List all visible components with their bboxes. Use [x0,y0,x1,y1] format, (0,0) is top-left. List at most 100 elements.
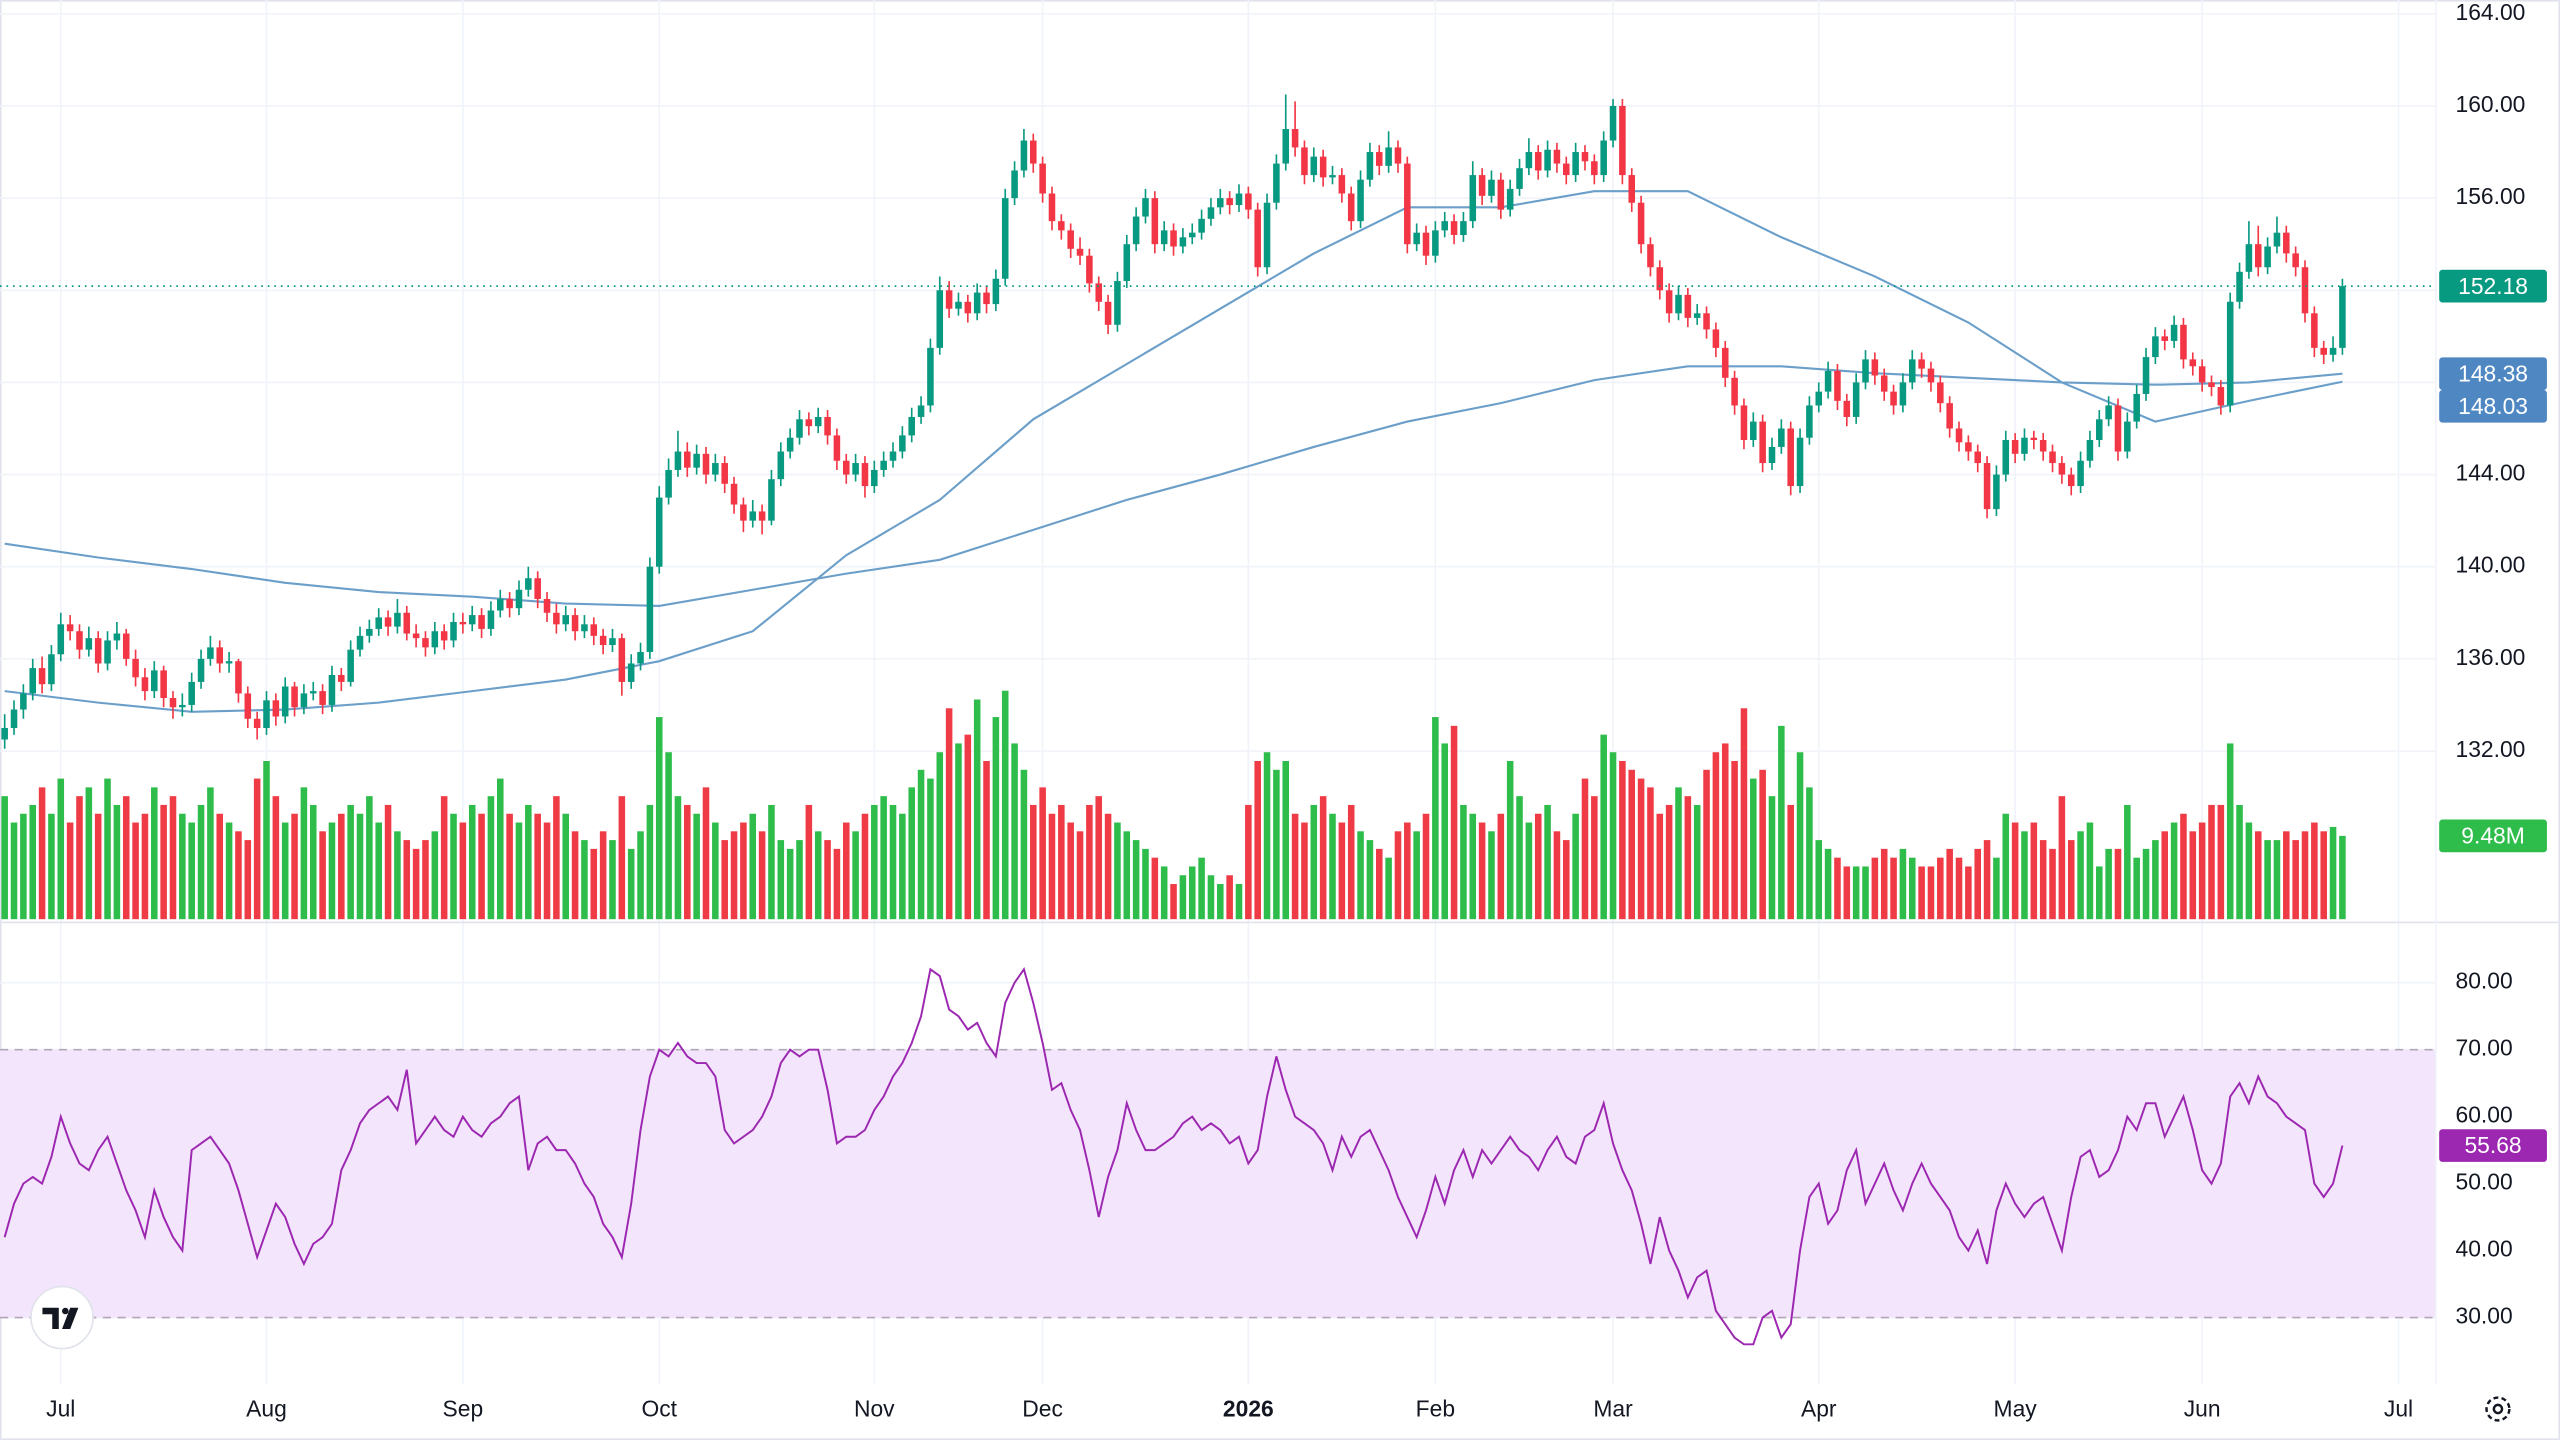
volume-bar [1058,804,1065,920]
candle-body [2283,232,2290,254]
candle-body [2217,387,2225,406]
volume-bar [609,840,616,920]
volume-bar [824,840,831,920]
logo-badge[interactable] [30,1285,94,1350]
volume-bar [805,804,813,920]
volume-bar [1394,831,1402,920]
candle-body [983,292,990,305]
volume-bar [842,822,850,920]
candle-body [1993,474,2000,510]
volume-bar [291,813,298,920]
volume-bar [562,813,570,920]
candle-body [1955,428,1963,443]
volume-bar [2273,840,2281,920]
volume-bar [796,840,803,920]
candle-body [1142,198,1149,217]
candle-body [1432,230,1439,256]
volume-bar [2217,804,2225,920]
candle-body [955,301,962,309]
candle-body [2124,421,2131,452]
candle-body [796,419,803,438]
volume-bar [1160,866,1168,920]
ma-value-label-box [2439,357,2547,390]
volume-bar [1647,787,1654,920]
volume-bar [814,831,822,920]
candle-body [1217,198,1224,208]
volume-bar [1581,778,1589,920]
volume-bar [450,813,457,920]
volume-bar [1983,840,1991,920]
candle-body [366,628,373,636]
y-tick-label: 140.00 [2456,552,2526,578]
x-tick-label: Jul [46,1396,75,1422]
candle-body [1927,368,1935,383]
candle-layer [1,94,2346,749]
logo[interactable] [30,1285,94,1350]
volume-bar [29,804,37,920]
volume-bar [328,822,336,920]
y-tick-label: 132.00 [2456,736,2526,762]
volume-bar [2086,822,2094,920]
settings-button[interactable] [2485,1396,2511,1422]
candle-body [1750,421,1757,441]
volume-bar [1955,857,1963,920]
volume-bar [76,796,83,920]
logo-dot [62,1307,69,1315]
volume-bar [309,804,317,920]
candle-body [2002,440,2010,475]
volume-bar [1488,831,1495,920]
candle-body [1291,129,1299,148]
volume-bar [553,796,560,920]
candle-body [1076,248,1084,256]
candle-body [459,622,467,625]
candle-body [899,435,906,452]
candle-body [1245,193,1252,210]
volume-bar [1375,848,1383,920]
settings-hub [2492,1403,2504,1415]
rsi-value-label: 55.68 [2464,1132,2521,1158]
candle-body [2096,419,2103,441]
candle-body [2067,474,2075,487]
volume-bar [2198,822,2206,920]
volume-bar [852,831,859,920]
volume-bar [412,848,420,920]
rsi-tick-label: 70.00 [2456,1035,2513,1061]
candle-body [618,638,626,682]
candle-body [730,483,738,505]
candle-body [627,663,635,682]
volume-bar [1993,857,2000,920]
candle-body [1086,255,1093,284]
volume-bar [1114,822,1121,920]
volume-bar [2105,848,2112,920]
volume-bar [927,778,934,920]
x-tick-label: Mar [1593,1396,1633,1422]
candle-body [768,479,775,521]
candle-body [693,453,700,468]
candle-body [1413,232,1420,245]
volume-bar [973,699,981,920]
candle-body [38,668,46,685]
volume-bar [1787,804,1794,920]
settings-gear[interactable] [2485,1396,2511,1422]
volume-bar [66,822,74,920]
candle-body [94,638,102,664]
volume-bar [2170,822,2178,920]
volume-bar [1862,866,1869,920]
candle-body [1665,290,1673,314]
volume-bar [2320,831,2327,920]
candle-body [1338,175,1346,194]
rsi-tick-label: 80.00 [2456,968,2513,994]
volume-bar [2180,813,2187,920]
candle-body [291,686,298,708]
candle-body [440,631,448,641]
candle-body [964,301,972,314]
volume-bar [1338,822,1346,920]
volume-bar [964,734,972,920]
candle-body [2311,313,2318,348]
volume-bar [48,813,55,920]
candle-body [1030,140,1037,164]
candle-body [1095,283,1103,302]
volume-bar [94,813,102,920]
volume-bar [356,813,364,920]
x-tick-label: Nov [854,1396,895,1422]
